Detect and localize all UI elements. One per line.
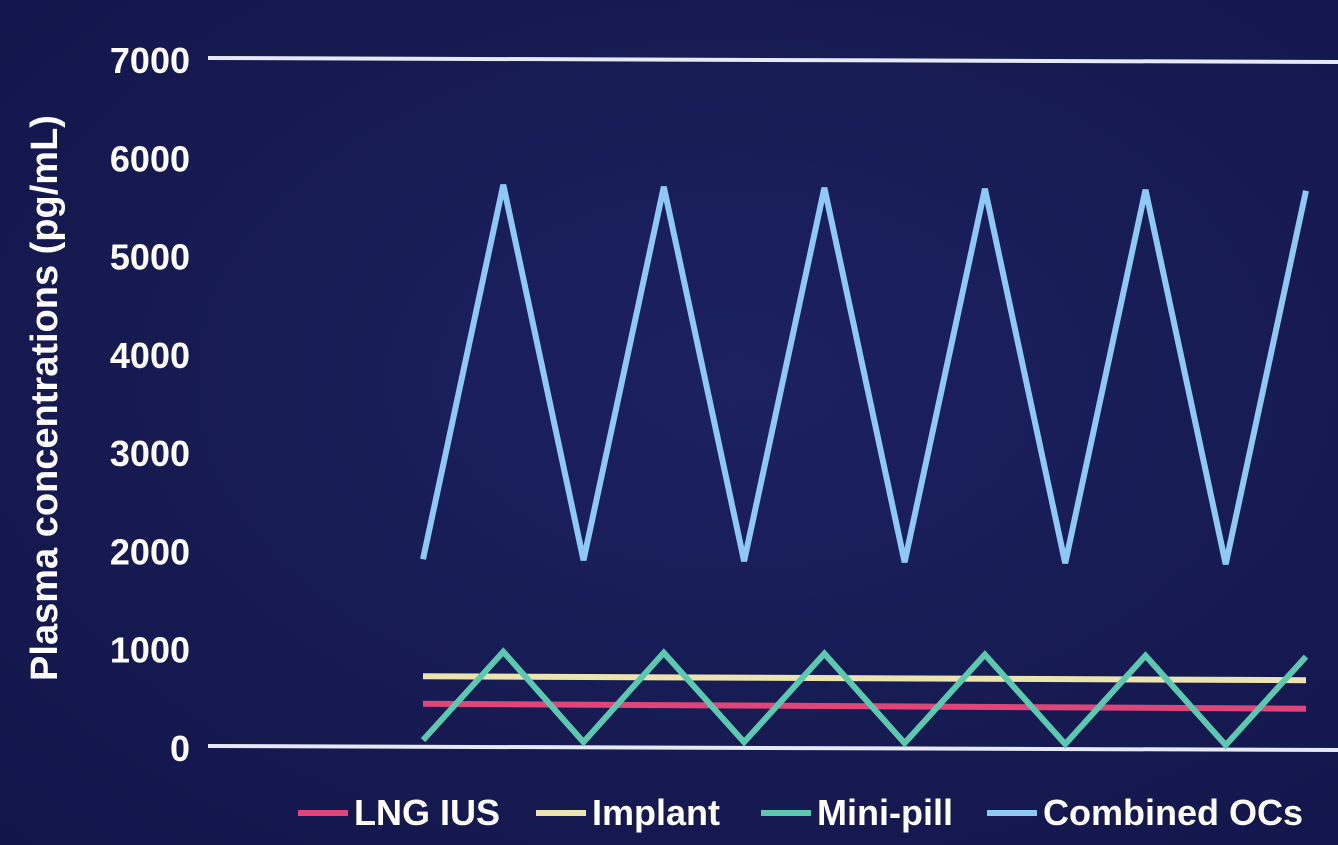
y-tick-label: 4000 — [110, 335, 190, 376]
plot-top-border — [207, 56, 1338, 64]
series-line-lng-ius — [422, 700, 1307, 712]
legend: LNG IUS Implant Mini-pill Combined OCs — [298, 792, 1303, 833]
legend-label: Combined OCs — [1043, 792, 1303, 833]
series-line-implant — [422, 673, 1307, 684]
legend-item: Mini-pill — [761, 792, 953, 833]
y-axis-ticks: 0 1000 2000 3000 4000 5000 6000 7000 — [110, 40, 190, 769]
legend-label: Implant — [592, 792, 720, 833]
y-tick-label: 5000 — [110, 237, 190, 278]
y-tick-label: 3000 — [110, 433, 190, 474]
legend-item: Combined OCs — [987, 792, 1303, 833]
series-line-combined-ocs — [420, 184, 1309, 565]
y-axis-title: Plasma concentrations (pg/mL) — [24, 115, 66, 681]
y-tick-label: 2000 — [110, 531, 190, 572]
legend-item: LNG IUS — [298, 792, 500, 833]
x-axis-line — [207, 744, 1338, 752]
y-tick-label: 0 — [170, 728, 190, 769]
legend-item: Implant — [536, 792, 720, 833]
axes — [207, 56, 1338, 752]
y-tick-label: 1000 — [110, 630, 190, 671]
series-lines — [420, 184, 1309, 750]
y-tick-label: 6000 — [110, 138, 190, 179]
series-line-mini-pill — [420, 647, 1309, 750]
y-tick-label: 7000 — [110, 40, 190, 81]
legend-label: Mini-pill — [817, 792, 953, 833]
legend-label: LNG IUS — [354, 792, 500, 833]
